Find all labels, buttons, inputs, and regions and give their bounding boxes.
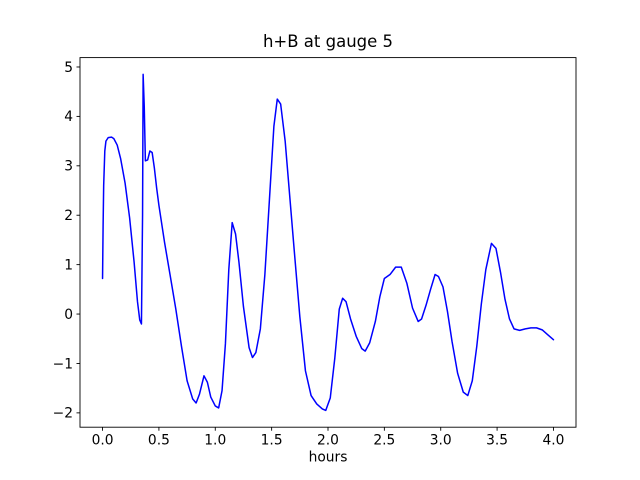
x-tick-label: 0.5 bbox=[148, 433, 170, 449]
axis-ticks bbox=[76, 66, 554, 431]
plot-area-border bbox=[79, 57, 577, 428]
x-tick-label: 1.0 bbox=[204, 433, 226, 449]
x-tick-label: 2.0 bbox=[317, 433, 339, 449]
x-tick-label: 3.5 bbox=[486, 433, 508, 449]
x-tick-label: 4.0 bbox=[542, 433, 564, 449]
axis-tick-labels: 0.0 0.5 1.0 1.5 2.0 2.5 3.0 3.5 4.0 −2 −1 0 1 2 3 4 5 bbox=[53, 60, 565, 449]
series-line-h-plus-b bbox=[101, 73, 555, 412]
y-tick-label: 5 bbox=[64, 60, 73, 76]
x-tick-label: 3.0 bbox=[430, 433, 452, 449]
x-tick-label: 1.5 bbox=[261, 433, 283, 449]
x-tick-label: 2.5 bbox=[373, 433, 395, 449]
chart-title: h+B at gauge 5 bbox=[263, 32, 393, 51]
y-tick-label: −1 bbox=[53, 356, 73, 372]
y-tick-label: 0 bbox=[64, 307, 73, 323]
y-tick-label: −2 bbox=[53, 406, 73, 422]
y-tick-label: 2 bbox=[64, 208, 73, 224]
x-tick-label: 0.0 bbox=[92, 433, 114, 449]
x-axis-label: hours bbox=[309, 450, 348, 466]
y-tick-label: 3 bbox=[64, 159, 73, 175]
y-tick-label: 4 bbox=[64, 109, 73, 125]
y-tick-label: 1 bbox=[64, 257, 73, 273]
